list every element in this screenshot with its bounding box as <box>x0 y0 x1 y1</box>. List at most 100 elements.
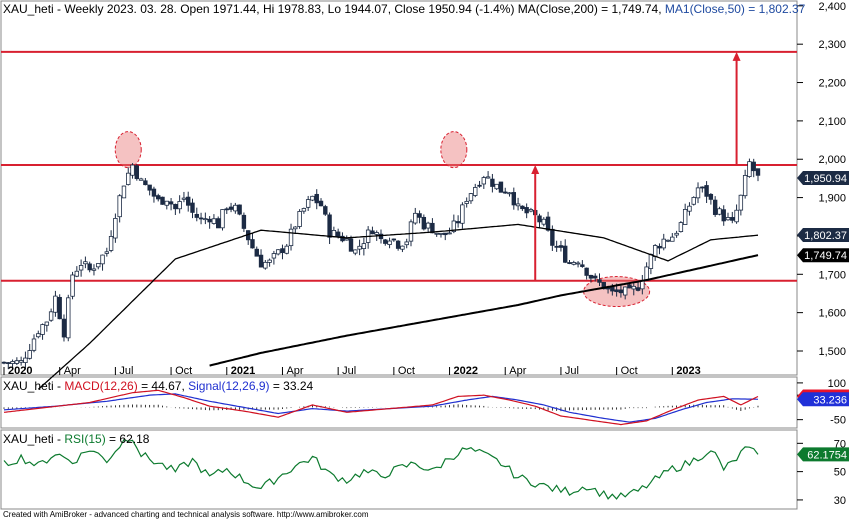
y-tick-label: 2,400 <box>818 1 846 13</box>
candle-up <box>678 222 684 233</box>
candle-down <box>194 213 199 218</box>
rsi-y-tick-label: 70 <box>834 438 846 450</box>
x-tick-label: 2020 <box>8 365 32 377</box>
candle-up <box>691 197 696 205</box>
candle-up <box>404 241 409 246</box>
candle-down <box>160 196 165 205</box>
candle-up <box>541 218 546 225</box>
candle-down <box>228 206 234 210</box>
x-tick-label: Apr <box>509 365 526 377</box>
price-x-axis: 2020 Apr Jul Oct 2021 Apr Jul Oct 2022 Apr Jul Oct 2… <box>3 365 701 377</box>
candle-up <box>331 230 337 238</box>
candle-up <box>357 245 362 250</box>
x-tick-label: Apr <box>286 365 303 377</box>
target-arrow-head <box>732 51 741 61</box>
x-tick-label: 2023 <box>676 365 700 377</box>
candle-down <box>455 221 461 224</box>
rsi-title-symbol: XAU_heti <box>3 432 54 446</box>
candle-down <box>323 206 328 215</box>
rsi-title-rsi-value: = 62.18 <box>106 432 150 446</box>
candle-up <box>353 249 358 254</box>
candles <box>1 158 761 370</box>
candle-down <box>254 248 259 257</box>
moving-averages <box>37 223 759 390</box>
candle-down <box>550 228 555 246</box>
candle-up <box>44 321 50 326</box>
y-tick-label: 1,600 <box>818 308 846 320</box>
candle-up <box>91 268 97 271</box>
candle-up <box>742 175 748 197</box>
rsi-y-axis: 70 50 30 <box>797 438 846 507</box>
ma200-line <box>209 254 759 367</box>
candle-down <box>87 263 92 271</box>
candle-down <box>614 289 619 293</box>
rsi-y-tick-label: 30 <box>834 495 846 507</box>
candle-up <box>297 211 302 227</box>
price-title-info: - Weekly 2023. 03. 28. Open 1971.44, Hi … <box>54 2 518 16</box>
value-badge-label: 1,749.74 <box>804 250 847 262</box>
candle-up <box>695 187 701 199</box>
candle-up <box>515 203 521 207</box>
candle-up <box>652 245 658 258</box>
candle-up <box>138 178 144 181</box>
candle-up <box>485 176 491 179</box>
candle-up <box>263 261 268 269</box>
candle-down <box>700 186 705 189</box>
candle-up <box>447 232 452 235</box>
candle-up <box>451 220 457 232</box>
candle-down <box>567 262 572 264</box>
macd-y-tick-label: 100 <box>828 378 846 390</box>
candle-down <box>250 239 255 249</box>
candle-up <box>434 232 439 235</box>
candle-up <box>687 205 692 212</box>
candle-down <box>490 178 495 187</box>
candle-down <box>657 245 662 249</box>
x-tick-label: Apr <box>64 365 81 377</box>
candle-up <box>460 204 465 224</box>
candle-down <box>443 232 448 236</box>
candle-down <box>558 245 564 248</box>
candle-down <box>314 193 319 204</box>
candle-down <box>186 196 191 206</box>
rsi-y-tick-label: 50 <box>834 467 846 479</box>
value-badge <box>797 228 849 243</box>
y-tick-label: 2,300 <box>818 39 846 51</box>
candle-down <box>635 287 641 291</box>
candle-up <box>108 236 114 251</box>
footer-credit: Created with AmiBroker - advanced charti… <box>3 510 369 519</box>
macd-title-macd: MACD(12,26) <box>64 379 137 393</box>
candle-up <box>473 187 478 196</box>
candle-up <box>674 232 679 236</box>
candle-up <box>126 172 131 185</box>
candle-up <box>738 194 744 211</box>
x-tick-label: Oct <box>621 365 638 377</box>
candle-up <box>271 253 277 259</box>
macd-lines <box>3 389 759 426</box>
candle-down <box>730 217 735 221</box>
candle-up <box>494 183 499 190</box>
candle-down <box>498 181 504 193</box>
candle-down <box>335 231 341 237</box>
candle-up <box>113 217 118 239</box>
x-tick-label: Oct <box>398 365 415 377</box>
candle-up <box>220 209 225 229</box>
highlight-ellipse <box>440 131 468 169</box>
candle-up <box>344 238 349 241</box>
macd-value-badges: 44.572233.236 <box>797 389 849 407</box>
candle-down <box>477 184 482 187</box>
x-tick-label: Jul <box>342 365 356 377</box>
candle-up <box>644 266 649 281</box>
candle-down <box>258 254 264 268</box>
target-arrow-head <box>531 164 540 174</box>
candle-up <box>18 360 24 363</box>
price-value-badges: 1,950.94 1,802.37 1,749.74 <box>797 171 849 263</box>
candle-up <box>74 270 80 277</box>
candle-down <box>318 200 324 207</box>
rsi-lines <box>3 438 759 500</box>
candle-up <box>438 232 444 235</box>
candle-down <box>1 361 7 364</box>
candle-up <box>10 361 15 364</box>
macd-title: XAU_heti - MACD(12,26) = 44.67, Signal(1… <box>3 379 314 393</box>
candle-up <box>387 240 392 245</box>
candle-up <box>27 350 32 359</box>
